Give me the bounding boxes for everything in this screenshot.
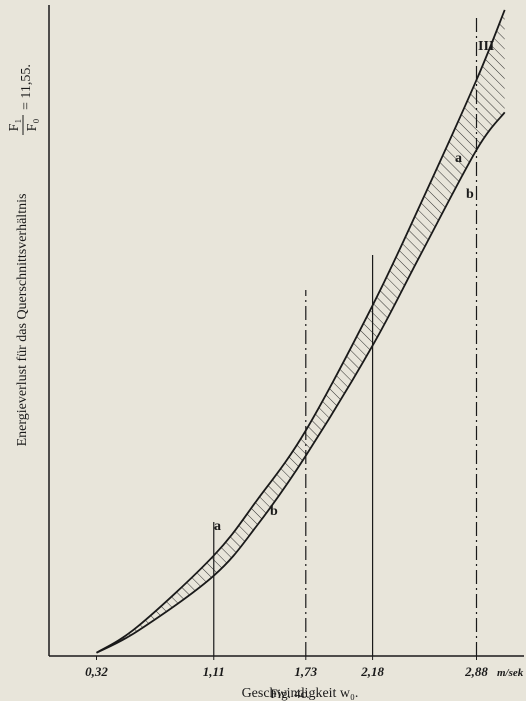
x-tick-label: 0,32 — [85, 664, 108, 679]
curve — [96, 9, 506, 654]
x-label: Geschwindigkeit w₀. — [242, 686, 359, 701]
caption: Fig. 4c. — [270, 686, 309, 701]
curve-label: b — [270, 504, 278, 519]
y-label-numerator: F₁ — [7, 119, 22, 132]
y-label-group: Energieverlust für das Querschnittsverhä… — [7, 64, 40, 446]
y-label-value: = 11,55. — [19, 64, 34, 110]
curve-label: b — [466, 187, 474, 202]
curve-label: a — [455, 151, 462, 166]
x-tick-label: 2,18 — [360, 664, 384, 679]
curve — [96, 111, 506, 654]
y-label-denominator: F₀ — [25, 119, 40, 132]
hatched-area — [96, 9, 505, 653]
curve-label: a — [214, 519, 221, 534]
x-unit: m/sek — [497, 667, 524, 679]
x-tick-label: 2,88 — [464, 664, 488, 679]
y-label: Energieverlust für das Querschnittsverhä… — [15, 194, 30, 447]
x-tick-label: 1,73 — [294, 664, 317, 679]
x-tick-label: 1,11 — [203, 664, 225, 679]
